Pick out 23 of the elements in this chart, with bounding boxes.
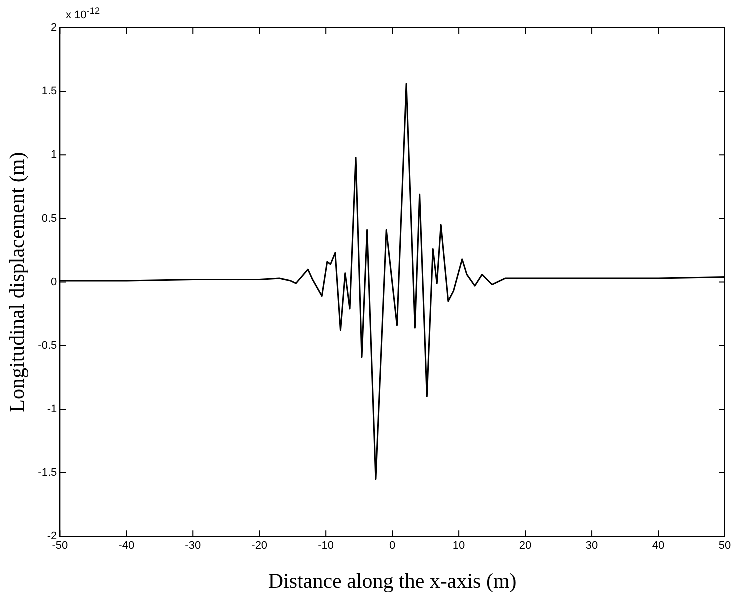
x-tick-label: 20 <box>519 540 532 552</box>
y-tick-label: 0.5 <box>42 212 58 225</box>
y-tick-label: 1 <box>51 149 58 162</box>
x-tick-label: 0 <box>390 540 396 552</box>
x-tick-label: -30 <box>185 540 202 552</box>
y-tick-label: -0.5 <box>38 340 58 352</box>
x-axis-title: Distance along the x-axis (m) <box>268 568 517 593</box>
y-tick-label: 1.5 <box>42 86 58 98</box>
y-tick-label: 2 <box>51 22 58 34</box>
y-tick-label: -1.5 <box>38 467 58 480</box>
y-tick-label: -2 <box>47 530 58 543</box>
y-tick-label: -1 <box>47 403 58 416</box>
x-tick-label: -40 <box>118 540 135 552</box>
y-tick-label: 0 <box>51 276 58 288</box>
x-tick-label: -50 <box>52 540 68 552</box>
text: x 10$^{-12}$ <box>66 4 100 23</box>
x-tick-label: 10 <box>452 540 466 552</box>
x-tick-label: 50 <box>718 540 732 552</box>
y-axis-title: Longitudinal displacement (m) <box>5 152 30 412</box>
x-tick-label: 30 <box>586 540 598 552</box>
x-tick-label: 40 <box>652 540 665 552</box>
x-tick-label: -20 <box>252 540 268 552</box>
x-tick-label: -10 <box>318 540 334 552</box>
